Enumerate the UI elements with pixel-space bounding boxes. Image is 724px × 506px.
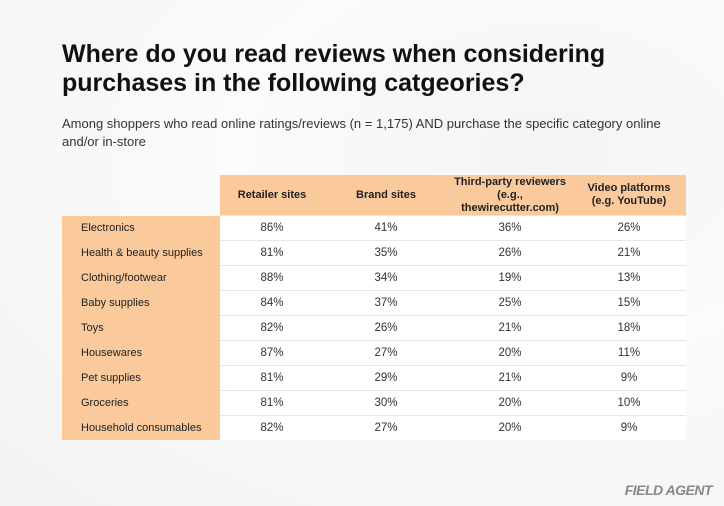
row: Toys 82% 26% 21% 18% xyxy=(62,315,686,341)
cell: 26% xyxy=(324,315,448,341)
column-header: Retailer sites xyxy=(220,175,324,216)
cell: 41% xyxy=(324,215,448,241)
title: Where do you read reviews when consideri… xyxy=(62,40,606,97)
row-label: Clothing/footwear xyxy=(62,265,220,291)
cell: 21% xyxy=(572,240,686,266)
row: Household consumables 82% 27% 20% 9% xyxy=(62,415,686,440)
cell: 13% xyxy=(572,265,686,291)
row: Housewares 87% 27% 20% 11% xyxy=(62,340,686,366)
corner xyxy=(62,175,220,216)
row: Electronics 86% 41% 36% 26% xyxy=(62,215,686,241)
cell: 20% xyxy=(448,390,572,416)
row-label: Health & beauty supplies xyxy=(62,240,220,266)
cell: 21% xyxy=(448,315,572,341)
cell: 27% xyxy=(324,340,448,366)
cell: 86% xyxy=(220,215,324,241)
row-label: Household consumables xyxy=(62,415,220,440)
cell: 87% xyxy=(220,340,324,366)
cell: 20% xyxy=(448,415,572,440)
cell: 15% xyxy=(572,290,686,316)
cell: 82% xyxy=(220,315,324,341)
cell: 9% xyxy=(572,365,686,391)
cell: 82% xyxy=(220,415,324,440)
cell: 26% xyxy=(572,215,686,241)
row: Groceries 81% 30% 20% 10% xyxy=(62,390,686,416)
row: Pet supplies 81% 29% 21% 9% xyxy=(62,365,686,391)
cell: 19% xyxy=(448,265,572,291)
cell: 88% xyxy=(220,265,324,291)
cell: 29% xyxy=(324,365,448,391)
cell: 81% xyxy=(220,240,324,266)
cell: 9% xyxy=(572,415,686,440)
column-header: Third-party reviewers (e.g., thewirecutt… xyxy=(448,175,572,216)
cell: 10% xyxy=(572,390,686,416)
row-label: Housewares xyxy=(62,340,220,366)
cell: 37% xyxy=(324,290,448,316)
cell: 26% xyxy=(448,240,572,266)
row-label: Toys xyxy=(62,315,220,341)
header-row: Retailer sites Brand sites Third-party rev… xyxy=(62,175,686,216)
row: Health & beauty supplies 81% 35% 26% 21% xyxy=(62,240,686,266)
row-label: Pet supplies xyxy=(62,365,220,391)
cell: 21% xyxy=(448,365,572,391)
cell: 27% xyxy=(324,415,448,440)
cell: 11% xyxy=(572,340,686,366)
cell: 81% xyxy=(220,390,324,416)
cell: 36% xyxy=(448,215,572,241)
cell: 30% xyxy=(324,390,448,416)
row: Baby supplies 84% 37% 25% 15% xyxy=(62,290,686,316)
subtitle: Among shoppers who read online ratings/r… xyxy=(62,116,661,149)
cell: 18% xyxy=(572,315,686,341)
row-label: Electronics xyxy=(62,215,220,241)
table: Retailer sites Brand sites Third-party rev… xyxy=(62,175,686,440)
column-header: Brand sites xyxy=(324,175,448,216)
row-label: Groceries xyxy=(62,390,220,416)
cell: 20% xyxy=(448,340,572,366)
cell: 84% xyxy=(220,290,324,316)
brand-logo: FIELD AGENT xyxy=(624,482,713,498)
row: Clothing/footwear 88% 34% 19% 13% xyxy=(62,265,686,291)
cell: 81% xyxy=(220,365,324,391)
cell: 35% xyxy=(324,240,448,266)
cell: 25% xyxy=(448,290,572,316)
cell: 34% xyxy=(324,265,448,291)
column-header: Video platforms (e.g. YouTube) xyxy=(572,175,686,216)
row-label: Baby supplies xyxy=(62,290,220,316)
